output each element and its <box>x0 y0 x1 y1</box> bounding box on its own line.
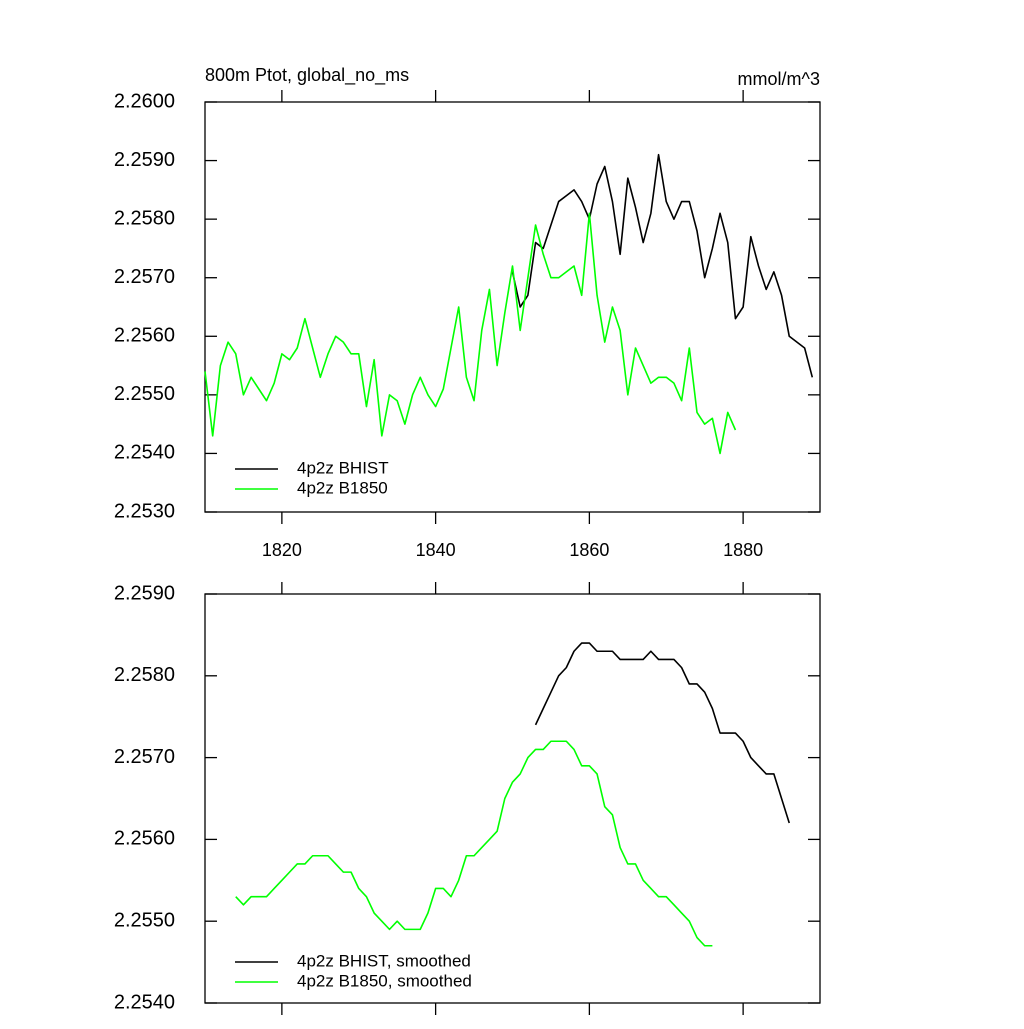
y-tick-label: 2.2550 <box>114 383 175 405</box>
data-line <box>534 642 791 824</box>
y-tick-label: 2.2540 <box>114 991 175 1013</box>
legend-label: 4p2z BHIST <box>297 458 389 477</box>
y-tick-label: 2.2590 <box>114 582 175 604</box>
y-tick-label: 2.2570 <box>114 746 175 768</box>
y-tick-label: 2.2580 <box>114 207 175 229</box>
chart-title: 800m Ptot, global_no_ms <box>205 65 409 86</box>
legend-label: 4p2z BHIST, smoothed <box>297 951 471 970</box>
legend-label: 4p2z B1850, smoothed <box>297 971 472 990</box>
y-tick-label: 2.2530 <box>114 500 175 522</box>
legend-label: 4p2z B1850 <box>297 478 388 497</box>
y-tick-label: 2.2570 <box>114 266 175 288</box>
data-line <box>511 153 814 378</box>
x-tick-label: 1820 <box>262 540 302 560</box>
y-tick-label: 2.2590 <box>114 149 175 171</box>
data-line <box>235 740 713 947</box>
y-tick-label: 2.2560 <box>114 325 175 347</box>
x-tick-label: 1880 <box>723 540 763 560</box>
plot-frame <box>204 593 821 1004</box>
units-label: mmol/m^3 <box>738 69 820 89</box>
y-tick-label: 2.2580 <box>114 664 175 686</box>
y-tick-label: 2.2540 <box>114 442 175 464</box>
data-line <box>204 212 737 455</box>
x-tick-label: 1840 <box>416 540 456 560</box>
x-tick-label: 1860 <box>569 540 609 560</box>
plot-frame <box>204 101 821 513</box>
y-tick-label: 2.2600 <box>114 90 175 112</box>
y-tick-label: 2.2560 <box>114 828 175 850</box>
y-tick-label: 2.2550 <box>114 909 175 931</box>
